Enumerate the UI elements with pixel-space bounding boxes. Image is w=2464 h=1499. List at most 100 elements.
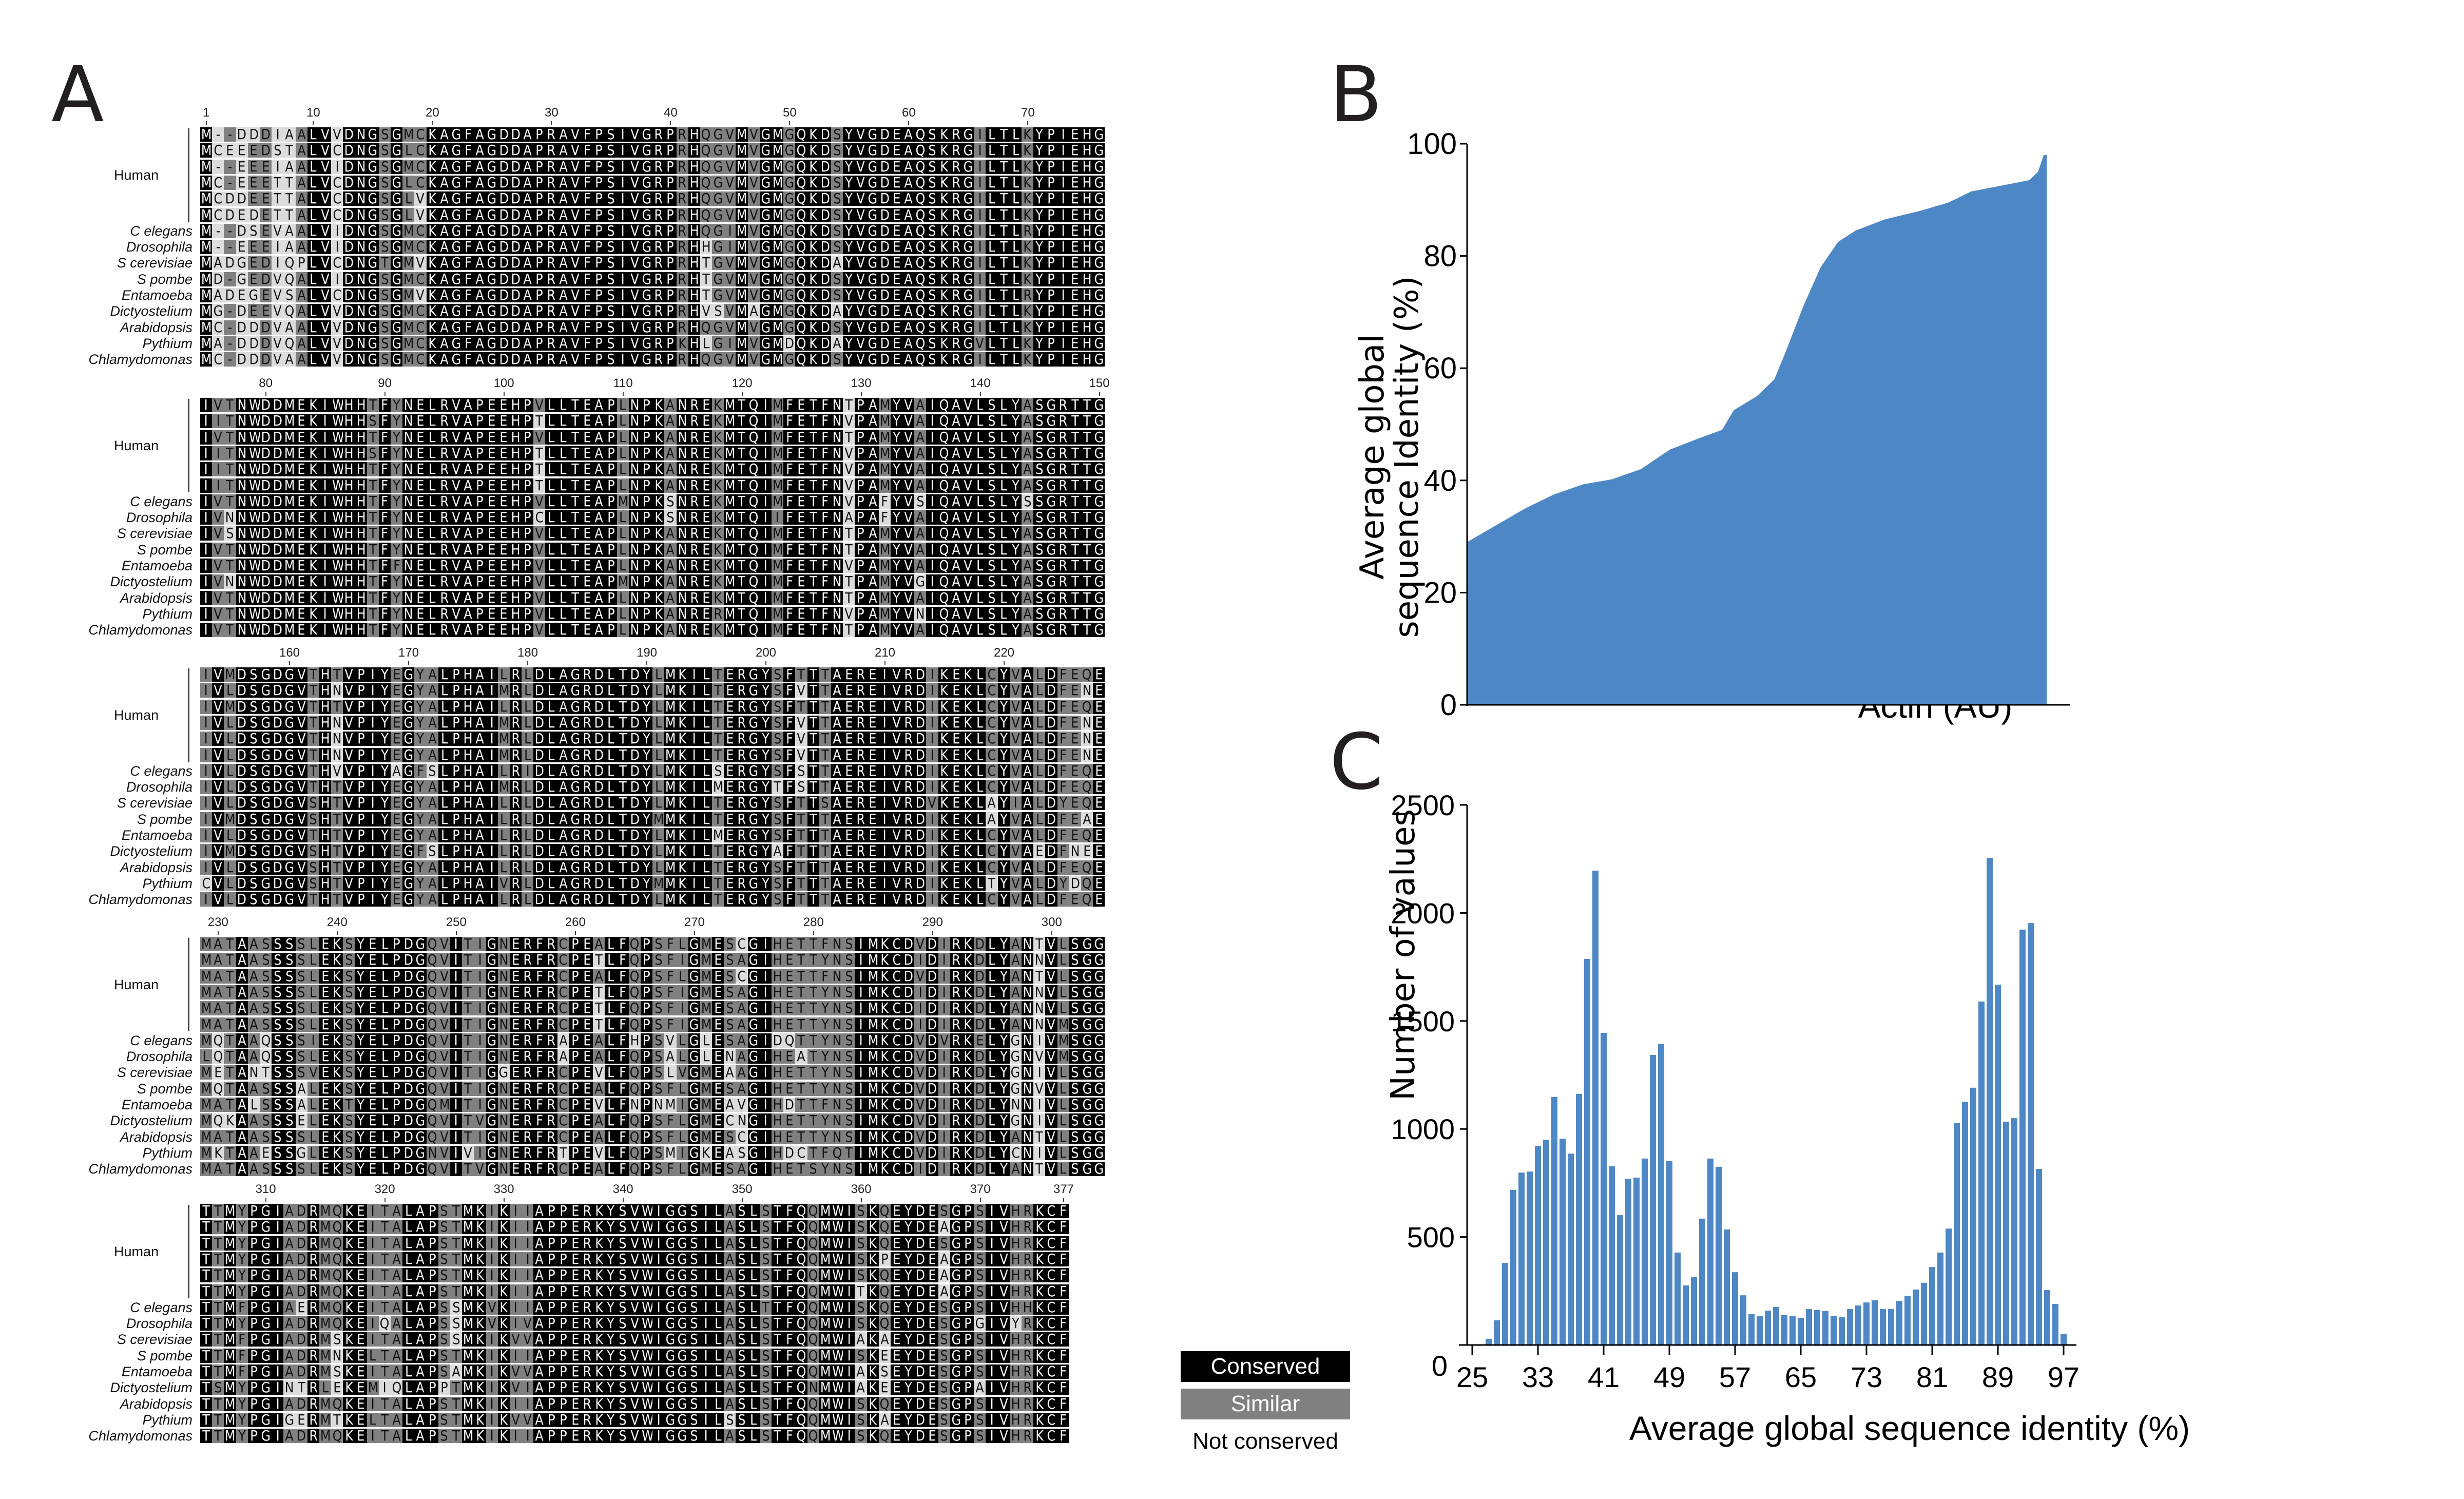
residue-cell: P bbox=[355, 732, 367, 746]
residue-cell: G bbox=[748, 876, 760, 891]
residue-cell: G bbox=[486, 176, 498, 190]
species-label: Dictyostelium bbox=[18, 844, 192, 858]
residue-cell: N bbox=[1022, 953, 1033, 967]
residue-cell: W bbox=[248, 430, 260, 445]
residue-cell: L bbox=[1057, 1001, 1069, 1015]
residue-cell: G bbox=[748, 1130, 760, 1144]
residue-cell: D bbox=[236, 748, 248, 762]
residue-cell: H bbox=[772, 1113, 783, 1128]
residue-cell: Q bbox=[427, 969, 438, 984]
residue-cell: S bbox=[1069, 1065, 1081, 1080]
residue-cell: V bbox=[998, 1204, 1010, 1218]
residue-cell: M bbox=[736, 272, 747, 286]
residue-cell: P bbox=[391, 1017, 402, 1032]
residue-cell: K bbox=[938, 683, 950, 698]
residue-cell: P bbox=[557, 1220, 569, 1234]
residue-cell: V bbox=[272, 272, 283, 286]
residue-cell: K bbox=[307, 559, 319, 573]
residue-cell: D bbox=[212, 272, 224, 286]
residue-cell: V bbox=[1045, 985, 1057, 1000]
residue-cell: R bbox=[438, 574, 450, 589]
residue-cell: E bbox=[950, 892, 962, 907]
residue-cell: Q bbox=[938, 478, 950, 493]
residue-cell: V bbox=[343, 748, 355, 762]
residue-cell: A bbox=[938, 1220, 950, 1234]
residue-cell: Q bbox=[938, 494, 950, 509]
residue-cell: E bbox=[367, 1146, 379, 1160]
residue-cell: I bbox=[200, 414, 212, 428]
residue-cell: V bbox=[891, 667, 902, 682]
residue-cell: H bbox=[462, 876, 474, 891]
residue-cell: S bbox=[307, 876, 319, 891]
residue-cell: P bbox=[855, 494, 867, 509]
residue-cell: P bbox=[355, 764, 367, 778]
residue-cell: A bbox=[831, 876, 843, 891]
residue-cell: E bbox=[414, 543, 426, 557]
alignment-row: MC-EEETTALVCDNGSGLCKAGFAGDDAPRAVFPSIVGRP… bbox=[200, 176, 1105, 190]
residue-cell: G bbox=[1093, 510, 1105, 525]
residue-cell: M bbox=[283, 543, 295, 557]
residue-cell: I bbox=[474, 1017, 486, 1032]
residue-cell: D bbox=[914, 683, 926, 698]
residue-cell: A bbox=[474, 700, 486, 714]
residue-cell: E bbox=[510, 1065, 522, 1080]
position-ruler: 160 170 180 190 200 210 220 bbox=[0, 647, 1232, 667]
residue-cell: L bbox=[498, 667, 510, 682]
residue-cell: Y bbox=[1033, 208, 1045, 222]
species-label: Chlamydomonas bbox=[18, 892, 192, 907]
residue-cell: A bbox=[283, 224, 295, 238]
residue-cell: M bbox=[402, 336, 414, 351]
residue-cell: I bbox=[688, 764, 700, 778]
residue-cell: L bbox=[522, 748, 533, 762]
residue-cell: E bbox=[891, 160, 902, 174]
residue-cell: Q bbox=[795, 240, 807, 254]
residue-cell: M bbox=[772, 607, 783, 621]
residue-cell: F bbox=[1057, 716, 1069, 730]
residue-cell: R bbox=[652, 256, 664, 270]
residue-cell: E bbox=[891, 208, 902, 222]
residue-cell: T bbox=[843, 430, 855, 445]
residue-cell: E bbox=[355, 1252, 367, 1266]
residue-cell: E bbox=[319, 1065, 331, 1080]
residue-cell: S bbox=[926, 176, 938, 190]
residue-cell: F bbox=[783, 667, 795, 682]
residue-cell: I bbox=[212, 414, 224, 428]
residue-cell: G bbox=[1093, 320, 1105, 335]
residue-cell: I bbox=[617, 304, 629, 318]
residue-cell: P bbox=[569, 937, 581, 951]
residue-cell: E bbox=[867, 844, 879, 858]
residue-cell: R bbox=[545, 240, 557, 254]
residue-cell: S bbox=[1033, 478, 1045, 493]
residue-cell: T bbox=[712, 700, 724, 714]
residue-cell: A bbox=[212, 256, 224, 270]
residue-cell: A bbox=[236, 1001, 248, 1015]
residue-cell: V bbox=[296, 732, 307, 746]
residue-cell: F bbox=[819, 591, 831, 605]
residue-cell: P bbox=[355, 844, 367, 858]
residue-cell: R bbox=[545, 224, 557, 238]
ruler-tick-label: 1 bbox=[203, 106, 209, 120]
ruler-tick-mark bbox=[932, 931, 933, 935]
residue-cell: N bbox=[831, 462, 843, 476]
residue-cell: D bbox=[343, 352, 355, 367]
residue-cell: I bbox=[522, 764, 533, 778]
residue-cell: D bbox=[593, 812, 605, 827]
residue-cell: V bbox=[902, 526, 914, 541]
residue-cell: G bbox=[760, 191, 772, 206]
residue-cell: G bbox=[260, 828, 272, 842]
residue-cell: D bbox=[902, 1065, 914, 1080]
residue-cell: T bbox=[224, 985, 236, 1000]
residue-cell: R bbox=[581, 748, 593, 762]
residue-cell: Y bbox=[355, 1162, 367, 1176]
residue-cell: L bbox=[986, 143, 997, 158]
ruler-tick-mark bbox=[456, 931, 457, 935]
residue-cell: A bbox=[1022, 748, 1033, 762]
residue-cell: V bbox=[795, 683, 807, 698]
residue-cell: Y bbox=[1010, 591, 1022, 605]
residue-cell: Q bbox=[938, 430, 950, 445]
residue-cell: T bbox=[1081, 623, 1093, 637]
residue-cell: P bbox=[545, 1220, 557, 1234]
residue-cell: V bbox=[1010, 780, 1022, 794]
residue-cell: K bbox=[807, 304, 819, 318]
residue-cell: I bbox=[367, 764, 379, 778]
